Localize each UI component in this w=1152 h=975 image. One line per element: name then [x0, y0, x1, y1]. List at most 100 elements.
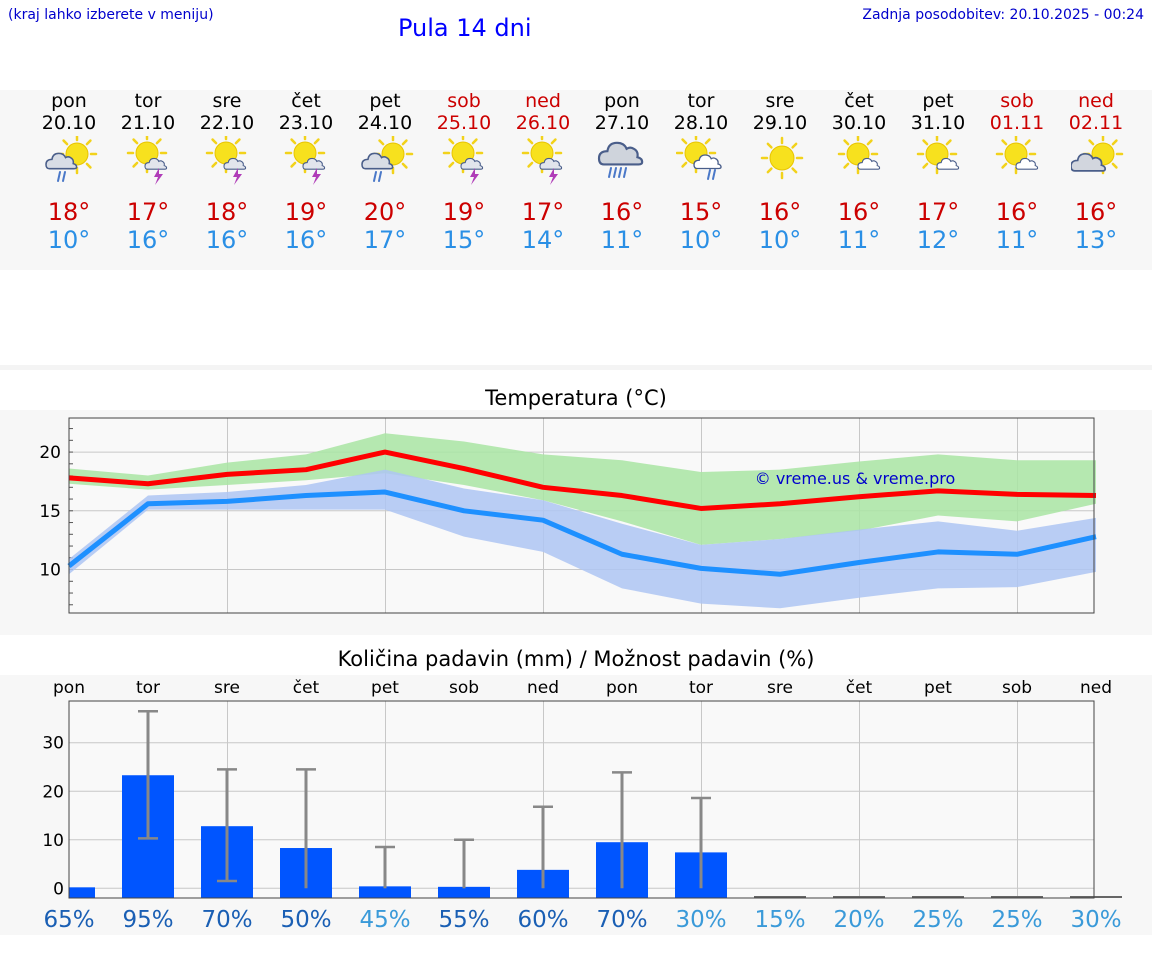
x-category-label: tor [689, 678, 713, 698]
day-date: 25.10 [436, 112, 492, 134]
day-date: 23.10 [278, 112, 334, 134]
precipitation-probability: 30% [675, 907, 726, 933]
precipitation-probability: 65% [43, 907, 94, 933]
day-column: pet 24.10 20° 17° [345, 90, 425, 270]
day-name: tor [134, 90, 162, 112]
x-category-label: pet [371, 678, 399, 698]
x-category-label: sre [767, 678, 793, 698]
day-date: 21.10 [120, 112, 176, 134]
precipitation-probability: 25% [912, 907, 963, 933]
x-category-label: pon [53, 678, 85, 698]
x-category-label: pet [924, 678, 952, 698]
min-temperature: 16° [126, 226, 170, 254]
precipitation-probability: 50% [280, 907, 331, 933]
max-temperature: 17° [916, 198, 960, 226]
day-column: tor 28.10 15° 10° [661, 90, 741, 270]
day-name: čet [844, 90, 874, 112]
sun-small-cloud-icon [834, 133, 888, 186]
day-date: 01.11 [989, 112, 1045, 134]
min-temperature: 14° [521, 226, 565, 254]
min-temperature: 10° [758, 226, 802, 254]
day-name: sre [212, 90, 242, 112]
day-date: 28.10 [673, 112, 729, 134]
x-category-label: sob [1002, 678, 1032, 698]
precipitation-probability: 20% [833, 907, 884, 933]
partly-cloudy-icon [1070, 133, 1125, 186]
sun-small-cloud-icon [913, 133, 967, 186]
max-temperature: 17° [126, 198, 170, 226]
y-tick-label: 10 [42, 831, 64, 851]
x-category-label: čet [846, 678, 873, 698]
max-temperature: 16° [758, 198, 802, 226]
precipitation-chart-title: Količina padavin (mm) / Možnost padavin … [337, 647, 815, 671]
precipitation-bar [912, 896, 964, 898]
day-date: 22.10 [199, 112, 255, 134]
page-title: Pula 14 dni [398, 14, 532, 42]
day-name: pon [51, 90, 87, 112]
sun-icon [755, 136, 809, 186]
min-temperature: 10° [679, 226, 723, 254]
partly-sunny-rain-icon [44, 133, 98, 186]
sun-thunderstorm-icon [439, 132, 493, 186]
max-temperature: 16° [995, 198, 1039, 226]
x-category-label: ned [527, 678, 559, 698]
y-tick-label: 30 [42, 734, 64, 754]
max-temperature: 18° [205, 198, 249, 226]
day-column: pon 27.10 16° 11° [582, 90, 662, 270]
min-temperature: 16° [205, 226, 249, 254]
day-date: 29.10 [752, 112, 808, 134]
day-column: ned 02.11 16° 13° [1056, 90, 1136, 270]
precipitation-probability: 70% [596, 907, 647, 933]
day-name: ned [525, 90, 561, 112]
daily-forecast-strip: pon 20.10 18° 10° tor 21.10 17° 16° sre 22.10 1… [0, 90, 1152, 270]
precipitation-probability: 15% [754, 907, 805, 933]
day-name: sob [447, 90, 481, 112]
x-category-label: tor [136, 678, 160, 698]
precipitation-probability: 70% [201, 907, 252, 933]
sun-thunderstorm-icon [202, 132, 256, 186]
min-temperature: 15° [442, 226, 486, 254]
sun-thunderstorm-icon [123, 132, 177, 186]
precipitation-bar [1070, 896, 1122, 898]
precipitation-bar [438, 886, 490, 898]
day-name: pon [604, 90, 640, 112]
min-temperature: 11° [600, 226, 644, 254]
min-temperature: 12° [916, 226, 960, 254]
day-column: ned 26.10 17° 14° [503, 90, 583, 270]
sun-thunderstorm-icon [518, 132, 572, 186]
precipitation-probability: 60% [517, 907, 568, 933]
day-date: 31.10 [910, 112, 966, 134]
precipitation-probability: 55% [438, 907, 489, 933]
sun-cloud-rain-icon [675, 132, 730, 186]
day-column: sre 22.10 18° 16° [187, 90, 267, 270]
x-category-label: pon [606, 678, 638, 698]
min-temperature: 11° [837, 226, 881, 254]
y-tick-label: 20 [39, 443, 61, 463]
precipitation-bar [754, 896, 806, 898]
min-temperature: 13° [1074, 226, 1118, 254]
day-name: sob [1000, 90, 1034, 112]
x-category-label: čet [293, 678, 320, 698]
precipitation-bar [69, 887, 95, 898]
day-column: čet 23.10 19° 16° [266, 90, 346, 270]
day-date: 27.10 [594, 112, 650, 134]
y-tick-label: 10 [39, 561, 61, 581]
day-name: pet [922, 90, 954, 112]
max-temperature: 16° [837, 198, 881, 226]
x-category-label: ned [1080, 678, 1112, 698]
day-date: 26.10 [515, 112, 571, 134]
y-tick-label: 0 [53, 879, 64, 899]
day-column: pon 20.10 18° 10° [29, 90, 109, 270]
min-temperature: 10° [47, 226, 91, 254]
day-column: sob 25.10 19° 15° [424, 90, 504, 270]
precipitation-bar [991, 896, 1043, 898]
x-category-label: sre [214, 678, 240, 698]
max-temperature: 16° [600, 198, 644, 226]
day-date: 02.11 [1068, 112, 1124, 134]
temperature-chart-title: Temperatura (°C) [485, 386, 667, 410]
day-name: tor [687, 90, 715, 112]
day-date: 30.10 [831, 112, 887, 134]
min-temperature: 16° [284, 226, 328, 254]
day-name: čet [291, 90, 321, 112]
